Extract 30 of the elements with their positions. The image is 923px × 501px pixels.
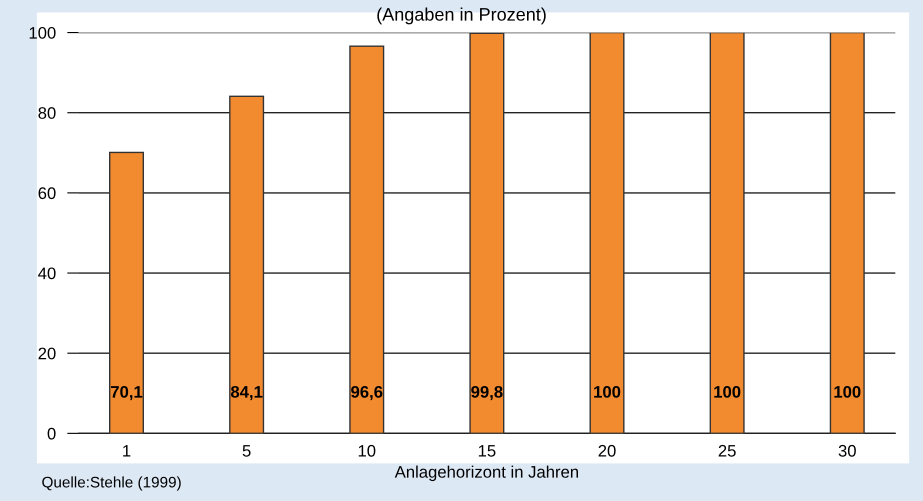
- x-tick-label: 30: [838, 444, 856, 457]
- y-tick-label: 20: [38, 348, 56, 360]
- x-tick-label: 10: [358, 444, 376, 457]
- data-label: 100: [714, 386, 740, 398]
- bar: [830, 32, 865, 434]
- data-label: 99,8: [471, 386, 503, 400]
- y-tick-label: 80: [38, 107, 56, 119]
- y-tick-label: 40: [38, 267, 56, 280]
- data-label: 70,1: [111, 386, 142, 400]
- x-tick-label: 1: [123, 445, 130, 457]
- data-label: 84,1: [230, 386, 262, 400]
- bar: [589, 32, 625, 434]
- source-note: Quelle:Stehle (1999): [42, 476, 181, 491]
- y-tick-label: 100: [30, 26, 56, 39]
- bar: [710, 32, 745, 434]
- x-tick-label: 25: [718, 444, 736, 457]
- chart-title: (Angaben in Prozent): [377, 8, 546, 24]
- x-axis-title: Anlagehorizont in Jahren: [394, 466, 578, 482]
- y-tick-label: 0: [48, 428, 56, 440]
- data-label: 96,6: [351, 386, 382, 400]
- bar: [469, 32, 504, 434]
- y-tick-label: 60: [38, 187, 56, 200]
- data-label: 100: [594, 386, 620, 398]
- x-tick-label: 15: [478, 445, 496, 457]
- bar: [108, 152, 144, 434]
- x-tick-label: 20: [598, 444, 616, 457]
- data-label: 100: [834, 386, 860, 398]
- bar: [349, 45, 384, 434]
- bar: [229, 96, 264, 434]
- x-tick-label: 5: [242, 445, 251, 457]
